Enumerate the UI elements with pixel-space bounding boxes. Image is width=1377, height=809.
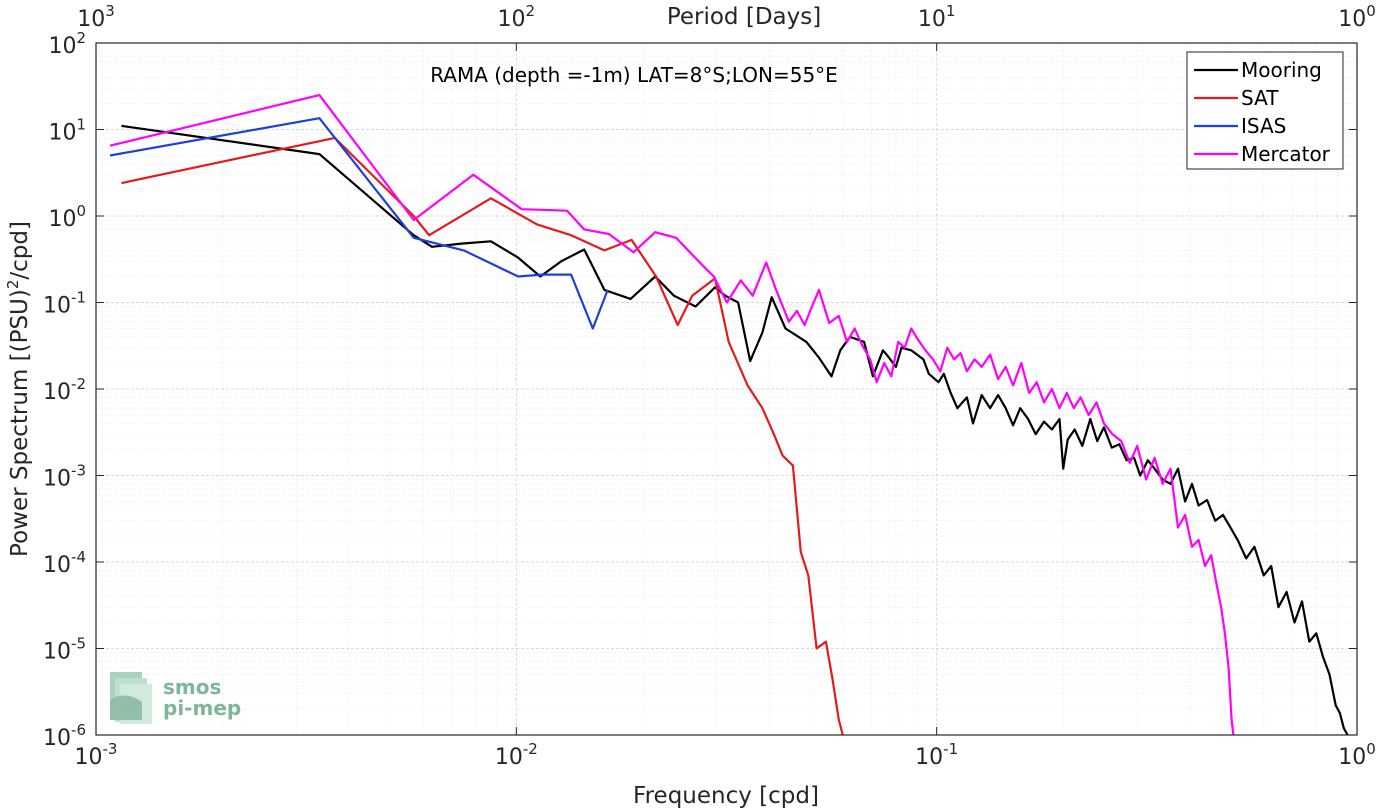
x-tick-label-exponent: -1 — [943, 740, 958, 758]
x-axis-label: Frequency [cpd] — [633, 783, 819, 809]
smos-pi-mep-logo: smos pi-mep — [110, 672, 241, 724]
top-axis-label: Period [Days] — [667, 4, 821, 30]
x-tick-label-base: 10 — [495, 745, 523, 770]
series-line-sat — [121, 136, 844, 736]
legend-label-mooring: Mooring — [1241, 58, 1322, 82]
series-line-isas — [109, 117, 609, 330]
y-tick-label: 10-3 — [43, 462, 86, 492]
top-tick-label-base: 10 — [1338, 7, 1366, 32]
top-tick-label-exponent: 2 — [526, 2, 536, 20]
top-tick-label-base: 10 — [498, 7, 526, 32]
y-tick-label-base: 10 — [48, 207, 76, 232]
top-tick-label-exponent: 1 — [946, 2, 956, 20]
y-tick-label: 101 — [48, 116, 86, 146]
y-tick-label-exponent: 0 — [76, 202, 86, 220]
y-tick-label-base: 10 — [43, 380, 71, 405]
legend-label-mercator: Mercator — [1241, 142, 1331, 166]
x-tick-label: 10-3 — [75, 740, 118, 770]
x-tick-label-exponent: -2 — [523, 740, 538, 758]
y-tick-label-exponent: -5 — [71, 635, 86, 653]
y-tick-label-base: 10 — [48, 34, 76, 59]
y-axis-label-sup: 2 — [4, 280, 22, 290]
legend-box — [1186, 51, 1344, 170]
y-axis-label-main: Power Spectrum [(PSU) — [7, 289, 33, 557]
y-tick-label: 10-6 — [43, 721, 86, 751]
logo-mark-icon — [110, 672, 152, 724]
y-tick-label-base: 10 — [43, 640, 71, 665]
y-tick-label: 10-5 — [43, 635, 86, 665]
y-tick-label: 102 — [48, 29, 86, 59]
x-tick-label-exponent: 0 — [1366, 740, 1376, 758]
legend-label-sat: SAT — [1241, 86, 1279, 110]
y-tick-label-exponent: -3 — [71, 462, 86, 480]
y-tick-label: 10-1 — [43, 289, 86, 319]
y-axis-label: Power Spectrum [(PSU)2/cpd] — [4, 221, 33, 557]
top-tick-label: 102 — [498, 2, 536, 32]
y-tick-label-exponent: -4 — [71, 548, 86, 566]
x-tick-label-base: 10 — [1338, 745, 1366, 770]
y-tick-label-exponent: 2 — [76, 29, 86, 47]
x-tick-label: 100 — [1338, 740, 1376, 770]
y-axis-label-tail: /cpd] — [7, 221, 33, 280]
x-tick-label-base: 10 — [915, 745, 943, 770]
legend-label-isas: ISAS — [1241, 114, 1286, 138]
y-tick-label: 10-4 — [43, 548, 86, 578]
top-tick-label-exponent: 3 — [105, 2, 115, 20]
series-line-mooring — [121, 124, 1349, 736]
chart-annotation: RAMA (depth =-1m) LAT=8°S;LON=55°E — [430, 63, 838, 87]
top-tick-label: 100 — [1338, 2, 1376, 32]
x-tick-label: 10-2 — [495, 740, 538, 770]
x-tick-label-exponent: -3 — [103, 740, 118, 758]
y-tick-label-exponent: -6 — [71, 721, 86, 739]
series-lines — [109, 94, 1349, 736]
y-tick-label-exponent: -1 — [71, 289, 86, 307]
logo-line-2: pi-mep — [163, 696, 241, 720]
y-tick-label-base: 10 — [43, 726, 71, 751]
y-tick-label-base: 10 — [43, 553, 71, 578]
top-tick-label: 101 — [918, 2, 956, 32]
legend: Mooring SAT ISAS Mercator — [1186, 51, 1344, 170]
series-line-mercator — [109, 94, 1235, 736]
y-tick-label-base: 10 — [48, 121, 76, 146]
top-tick-label: 103 — [77, 2, 115, 32]
top-tick-label-exponent: 0 — [1366, 2, 1376, 20]
top-tick-label-base: 10 — [918, 7, 946, 32]
logo-line-1: smos — [163, 675, 221, 699]
y-tick-label-exponent: -2 — [71, 375, 86, 393]
y-tick-label: 10-2 — [43, 375, 86, 405]
x-tick-label: 10-1 — [915, 740, 958, 770]
y-tick-label-base: 10 — [43, 467, 71, 492]
y-tick-label-exponent: 1 — [76, 116, 86, 134]
y-tick-label: 100 — [48, 202, 86, 232]
x-tick-label-base: 10 — [75, 745, 103, 770]
y-tick-label-base: 10 — [43, 294, 71, 319]
top-tick-label-base: 10 — [77, 7, 105, 32]
